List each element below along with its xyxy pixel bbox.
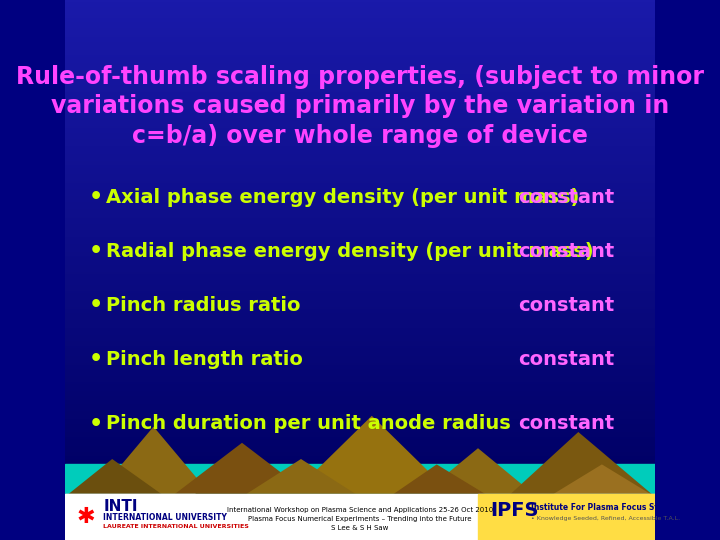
Text: Pinch length ratio: Pinch length ratio	[107, 349, 303, 369]
Text: ✱: ✱	[77, 507, 96, 528]
Polygon shape	[419, 448, 537, 497]
Text: constant: constant	[518, 187, 615, 207]
Text: LAUREATE INTERNATIONAL UNIVERSITIES: LAUREATE INTERNATIONAL UNIVERSITIES	[104, 524, 249, 529]
Polygon shape	[390, 464, 490, 497]
Text: constant: constant	[518, 241, 615, 261]
Text: INTERNATIONAL UNIVERSITY: INTERNATIONAL UNIVERSITY	[104, 513, 228, 522]
Text: IPFS: IPFS	[490, 501, 539, 520]
Polygon shape	[171, 443, 312, 497]
Text: International Workshop on Plasma Science and Applications 25-26 Oct 2010: International Workshop on Plasma Science…	[227, 507, 493, 514]
Text: •: •	[89, 349, 103, 369]
Text: S Lee & S H Saw: S Lee & S H Saw	[331, 525, 389, 531]
Text: Institute For Plasma Focus Studies: Institute For Plasma Focus Studies	[531, 503, 681, 512]
Text: constant: constant	[518, 349, 615, 369]
Polygon shape	[549, 464, 655, 497]
Text: •: •	[89, 187, 103, 207]
Polygon shape	[242, 459, 360, 497]
Text: constant: constant	[518, 414, 615, 434]
Text: Plasma Focus Numerical Experiments – Trending into the Future: Plasma Focus Numerical Experiments – Tre…	[248, 516, 472, 523]
Bar	[65, 464, 655, 497]
Bar	[65, 475, 655, 540]
Bar	[65, 494, 195, 540]
Bar	[65, 494, 655, 540]
Bar	[65, 494, 655, 497]
Polygon shape	[65, 459, 166, 497]
Text: Pinch radius ratio: Pinch radius ratio	[107, 295, 301, 315]
Polygon shape	[94, 427, 212, 497]
Text: •: •	[89, 414, 103, 434]
Bar	[478, 494, 655, 540]
Text: Radial phase energy density (per unit mass): Radial phase energy density (per unit ma…	[107, 241, 594, 261]
Text: • Knowledge Seeded, Refined, Accessible T.A.L.: • Knowledge Seeded, Refined, Accessible …	[531, 516, 680, 521]
Polygon shape	[289, 416, 454, 497]
Text: Pinch duration per unit anode radius: Pinch duration per unit anode radius	[107, 414, 511, 434]
Text: INTI: INTI	[104, 499, 138, 514]
Text: constant: constant	[518, 295, 615, 315]
Polygon shape	[508, 432, 655, 497]
Text: Rule-of-thumb scaling properties, (subject to minor
variations caused primarily : Rule-of-thumb scaling properties, (subje…	[16, 65, 704, 148]
Text: •: •	[89, 295, 103, 315]
Text: •: •	[89, 241, 103, 261]
Text: Axial phase energy density (per unit mass): Axial phase energy density (per unit mas…	[107, 187, 580, 207]
